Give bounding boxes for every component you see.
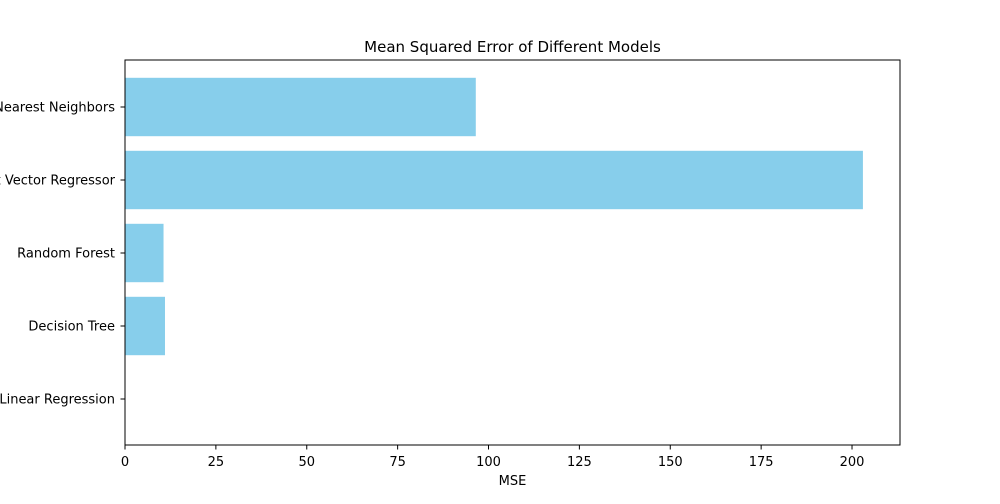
y-tick-label: Support Vector Regressor <box>0 174 116 189</box>
x-axis-label: MSE <box>499 474 527 489</box>
y-tick-label: Random Forest <box>17 247 115 262</box>
x-tick-label: 50 <box>298 455 315 470</box>
y-tick-label: Linear Regression <box>0 393 115 408</box>
bar <box>125 223 164 283</box>
x-tick-label: 100 <box>476 455 501 470</box>
plot-frame <box>124 59 901 446</box>
x-tick-label: 75 <box>389 455 406 470</box>
y-tick-label: K-Nearest Neighbors <box>0 101 115 116</box>
x-tick-label: 125 <box>567 455 592 470</box>
y-axis-ticks: Linear Regression Decision Tree Random For… <box>0 101 125 408</box>
y-tick-label: Decision Tree <box>28 320 115 335</box>
x-tick-label: 175 <box>749 455 774 470</box>
bar <box>125 150 863 210</box>
bar <box>125 296 165 356</box>
bar <box>125 77 476 137</box>
chart-title: Mean Squared Error of Different Models <box>364 38 661 56</box>
x-tick-label: 200 <box>840 455 865 470</box>
bars-layer <box>125 77 863 356</box>
x-axis-ticks: 0 25 50 75 100 125 150 175 200 <box>121 445 865 470</box>
x-tick-label: 25 <box>208 455 225 470</box>
x-tick-label: 150 <box>658 455 683 470</box>
x-tick-label: 0 <box>121 455 129 470</box>
